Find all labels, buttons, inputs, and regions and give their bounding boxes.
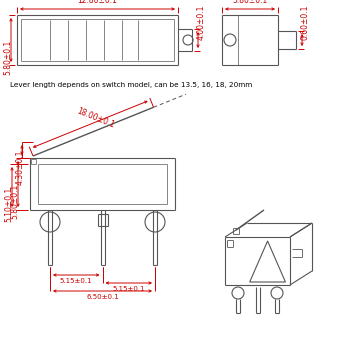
Text: 4.30±0.1: 4.30±0.1	[15, 150, 24, 186]
Text: 0.60±0.1: 0.60±0.1	[301, 5, 309, 40]
Text: 5.10±0.1: 5.10±0.1	[5, 187, 14, 222]
Text: 12.80±0.1: 12.80±0.1	[78, 0, 118, 5]
Text: 6.50±0.1: 6.50±0.1	[86, 294, 119, 300]
Text: 18.00±0.1: 18.00±0.1	[75, 106, 116, 130]
Text: 5.80±0.1: 5.80±0.1	[4, 40, 13, 75]
Text: 5.15±0.1: 5.15±0.1	[60, 278, 92, 284]
Text: 4.00±0.1: 4.00±0.1	[196, 5, 205, 40]
Text: 5.15±0.1: 5.15±0.1	[112, 286, 145, 292]
Text: Lever length depends on switch model, can be 13.5, 16, 18, 20mm: Lever length depends on switch model, ca…	[10, 82, 252, 88]
Text: 5.80±0.1: 5.80±0.1	[10, 184, 20, 219]
Text: 5.80±0.1: 5.80±0.1	[232, 0, 268, 5]
